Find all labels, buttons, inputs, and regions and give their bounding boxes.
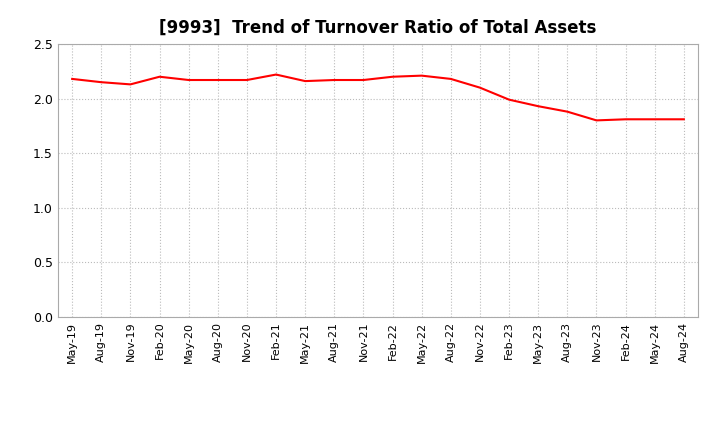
Title: [9993]  Trend of Turnover Ratio of Total Assets: [9993] Trend of Turnover Ratio of Total … [159, 19, 597, 37]
